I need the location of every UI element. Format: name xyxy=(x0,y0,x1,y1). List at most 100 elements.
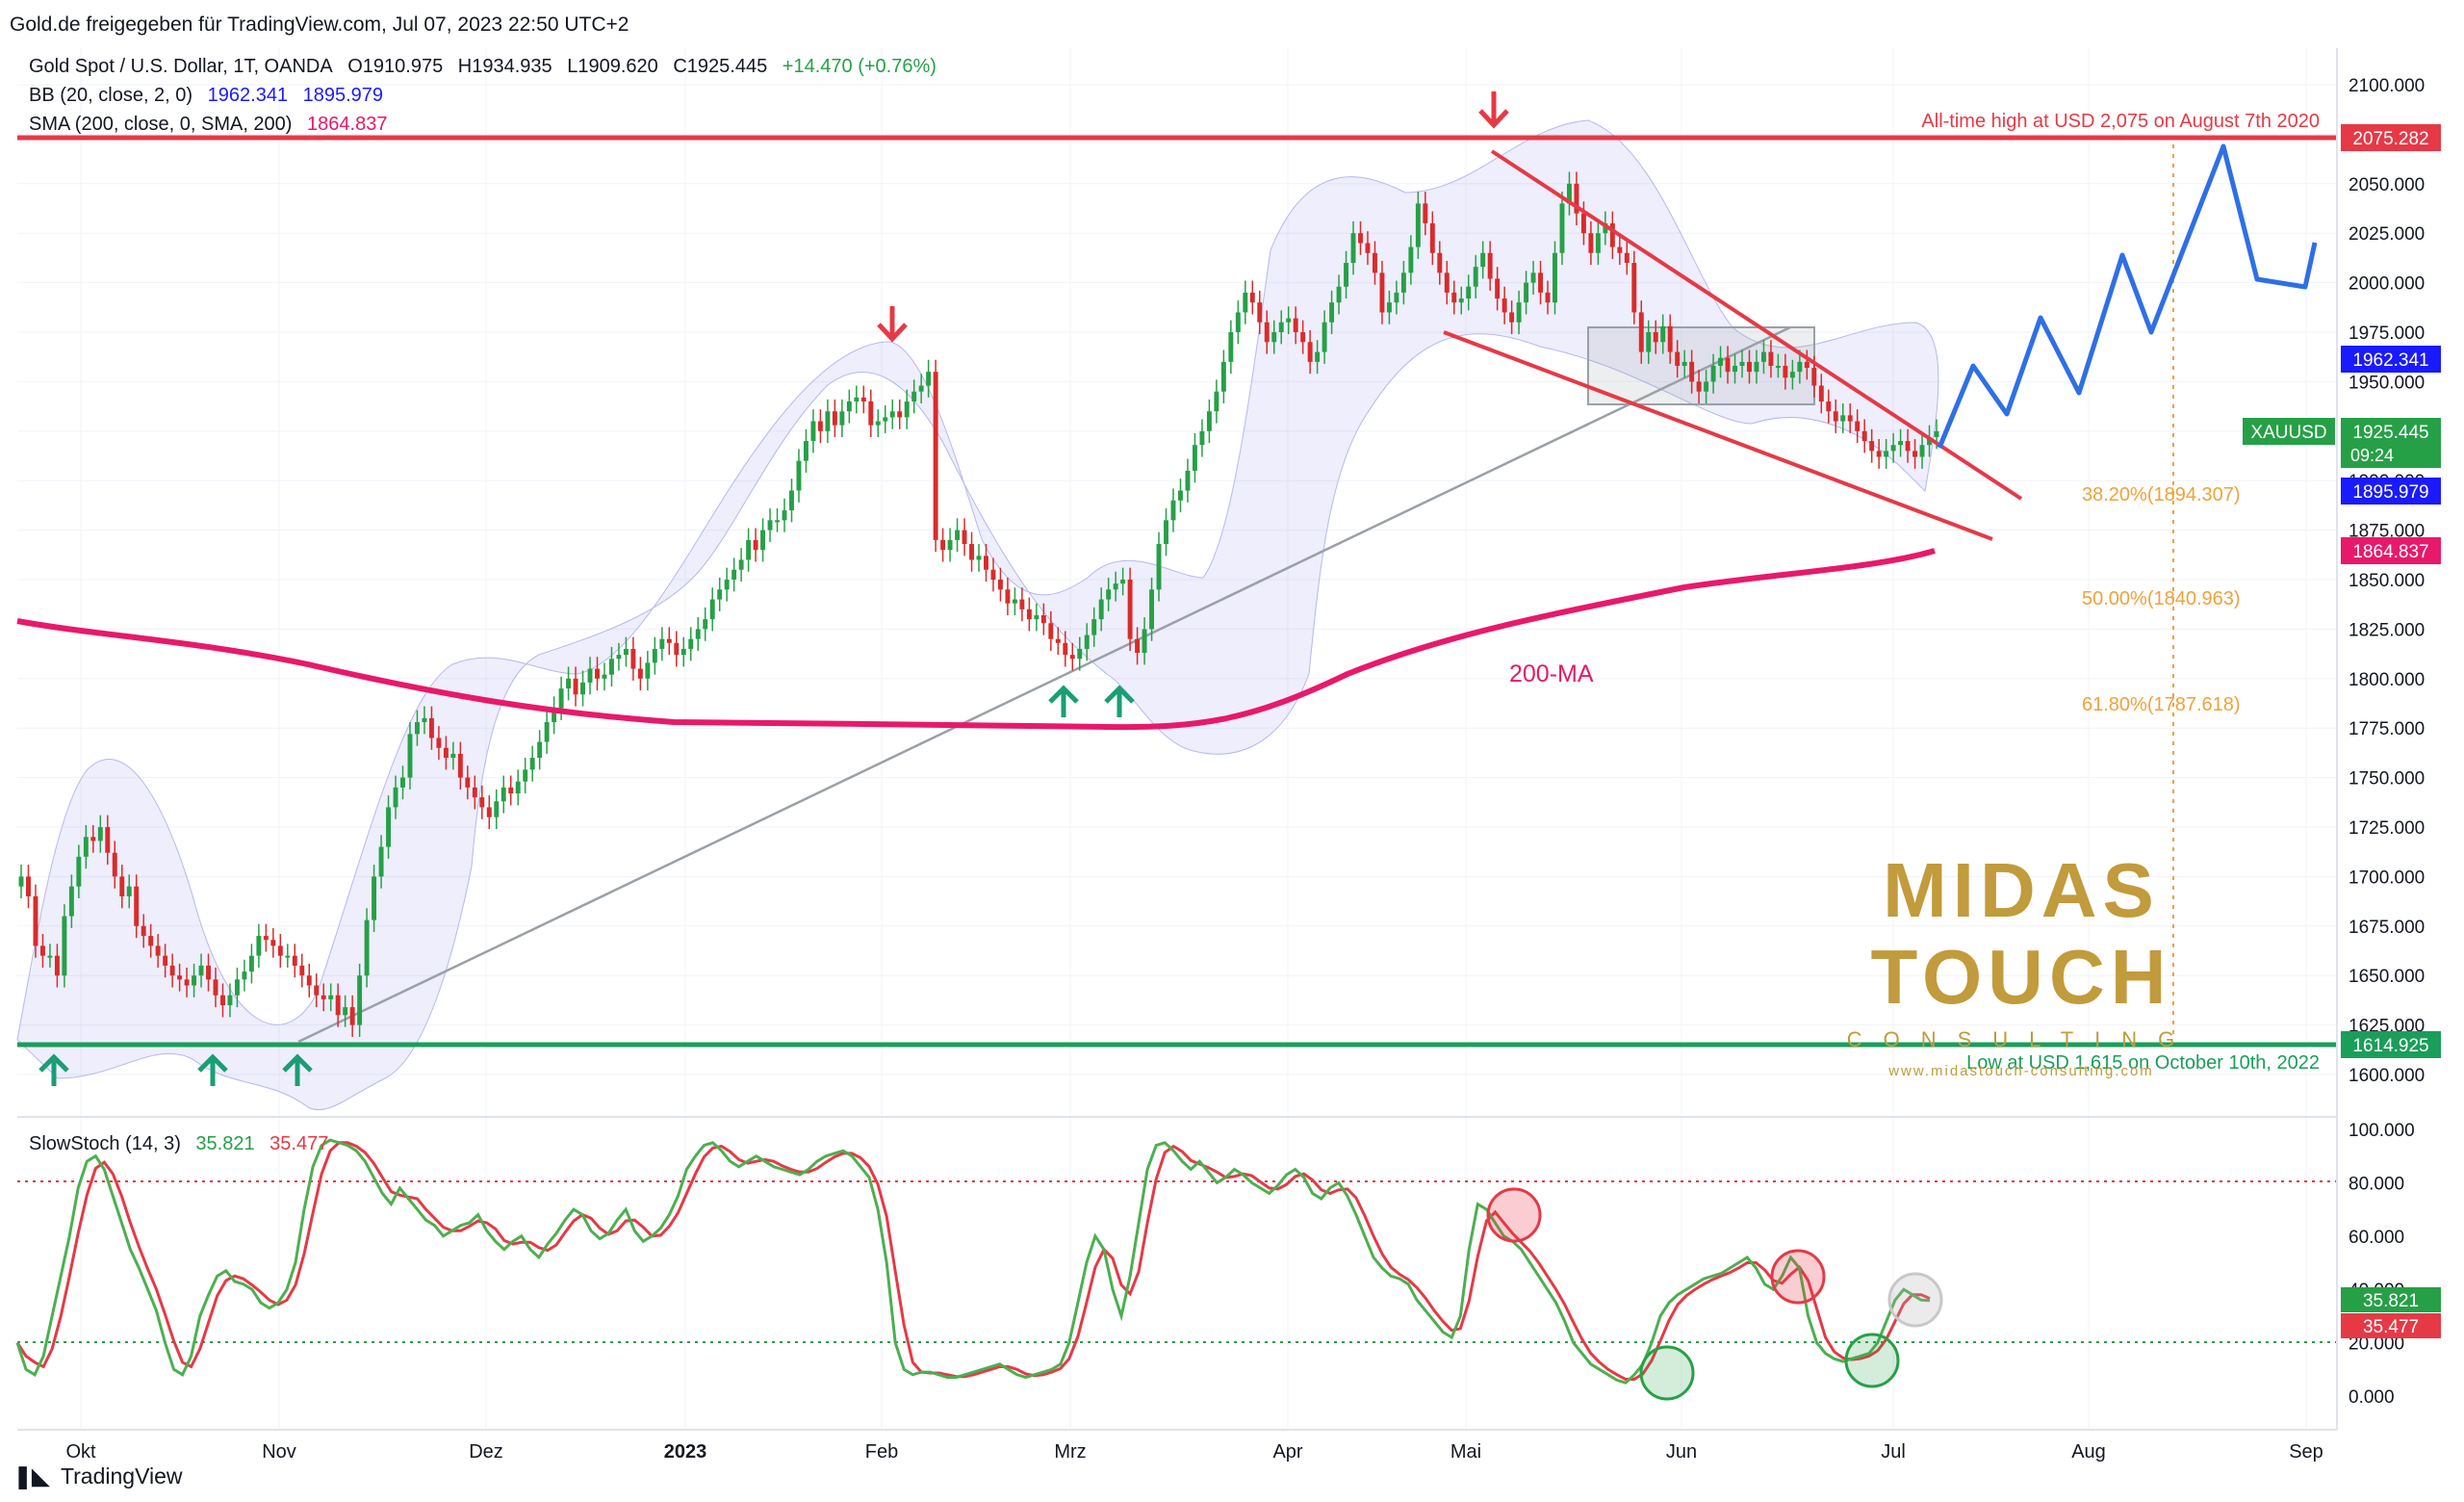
candle[interactable] xyxy=(1220,350,1226,404)
candle[interactable] xyxy=(984,543,988,583)
candle[interactable] xyxy=(1264,310,1270,354)
candle[interactable] xyxy=(1286,306,1292,335)
candle[interactable] xyxy=(393,775,398,819)
candle[interactable] xyxy=(1178,479,1183,513)
candle[interactable] xyxy=(1142,617,1147,665)
candle[interactable] xyxy=(1149,577,1155,641)
candle[interactable] xyxy=(1005,577,1011,616)
candle[interactable] xyxy=(1732,353,1737,384)
candle[interactable] xyxy=(789,479,794,523)
candle[interactable] xyxy=(1026,597,1032,632)
projection-path[interactable] xyxy=(1937,143,2318,449)
candle[interactable] xyxy=(1516,290,1522,335)
candle[interactable] xyxy=(213,967,218,1008)
symbol-legend[interactable]: Gold Spot / U.S. Dollar, 1T, OANDA O1910… xyxy=(29,56,946,78)
candle[interactable] xyxy=(709,587,715,632)
candle[interactable] xyxy=(306,963,312,997)
candle[interactable] xyxy=(832,399,837,437)
candle[interactable] xyxy=(1631,250,1637,324)
candle[interactable] xyxy=(1429,211,1435,266)
candle[interactable] xyxy=(163,944,168,978)
candle[interactable] xyxy=(1365,231,1371,266)
candle[interactable] xyxy=(1408,235,1414,285)
candle[interactable] xyxy=(1423,192,1428,236)
candle[interactable] xyxy=(767,507,773,542)
candle[interactable] xyxy=(119,865,125,909)
candle[interactable] xyxy=(192,963,197,997)
candle[interactable] xyxy=(1847,403,1853,433)
wedge-upper-line[interactable] xyxy=(1490,149,2023,501)
candle[interactable] xyxy=(875,409,881,437)
sma-200-line[interactable] xyxy=(16,548,1936,731)
candle[interactable] xyxy=(1034,603,1040,632)
candle[interactable] xyxy=(248,944,254,984)
candle[interactable] xyxy=(1358,220,1363,255)
candle[interactable] xyxy=(1553,241,1557,315)
candle[interactable] xyxy=(1495,267,1501,311)
candle[interactable] xyxy=(760,518,766,562)
candle[interactable] xyxy=(112,841,117,889)
candle[interactable] xyxy=(105,815,111,866)
candle[interactable] xyxy=(256,923,262,968)
candle[interactable] xyxy=(1400,260,1406,305)
stoch-legend[interactable]: SlowStoch (14, 3) 35.821 35.477 xyxy=(29,1133,338,1155)
candle[interactable] xyxy=(1704,370,1709,404)
candle[interactable] xyxy=(155,934,161,968)
candle[interactable] xyxy=(1502,286,1507,324)
candle[interactable] xyxy=(1559,192,1565,266)
candle[interactable] xyxy=(1480,241,1486,279)
candle[interactable] xyxy=(1257,290,1263,335)
candle[interactable] xyxy=(1580,201,1586,246)
candle[interactable] xyxy=(1444,260,1450,305)
candle[interactable] xyxy=(782,498,787,532)
candle[interactable] xyxy=(1206,399,1212,444)
candle[interactable] xyxy=(1840,403,1846,433)
candle[interactable] xyxy=(386,795,392,859)
candle[interactable] xyxy=(292,944,297,978)
candle[interactable] xyxy=(1243,280,1248,324)
candle[interactable] xyxy=(1235,300,1241,345)
candle[interactable] xyxy=(630,636,636,681)
candle[interactable] xyxy=(1524,271,1529,315)
candle[interactable] xyxy=(825,399,831,444)
candle[interactable] xyxy=(97,815,103,853)
candle[interactable] xyxy=(1617,235,1623,266)
candle[interactable] xyxy=(775,507,780,532)
candle[interactable] xyxy=(666,627,672,656)
candle[interactable] xyxy=(357,963,363,1037)
candle[interactable] xyxy=(1884,439,1889,469)
candle[interactable] xyxy=(1898,428,1904,457)
candle[interactable] xyxy=(1019,587,1025,622)
candle[interactable] xyxy=(1667,314,1673,364)
candle[interactable] xyxy=(1646,320,1652,364)
candle[interactable] xyxy=(1855,409,1861,444)
candle[interactable] xyxy=(68,874,74,928)
candle[interactable] xyxy=(169,953,175,988)
candle[interactable] xyxy=(177,963,183,992)
candle[interactable] xyxy=(523,758,528,794)
candle[interactable] xyxy=(1869,428,1875,463)
candle[interactable] xyxy=(343,995,348,1027)
candle[interactable] xyxy=(472,775,477,810)
candle[interactable] xyxy=(1106,577,1112,611)
candle[interactable] xyxy=(1437,241,1443,285)
candle[interactable] xyxy=(889,399,895,429)
candle[interactable] xyxy=(990,557,996,592)
candle[interactable] xyxy=(602,662,607,691)
candle[interactable] xyxy=(803,428,808,473)
candle[interactable] xyxy=(54,944,60,988)
candle[interactable] xyxy=(1315,340,1321,375)
candle[interactable] xyxy=(321,983,326,1012)
candle[interactable] xyxy=(680,636,686,667)
candle[interactable] xyxy=(1077,636,1083,671)
candle[interactable] xyxy=(400,765,405,800)
candle[interactable] xyxy=(1271,320,1277,354)
candle[interactable] xyxy=(1055,627,1061,656)
candle[interactable] xyxy=(753,528,758,562)
candle[interactable] xyxy=(1040,603,1046,635)
candle[interactable] xyxy=(674,631,680,667)
candle[interactable] xyxy=(1091,607,1097,647)
stoch-k-line[interactable] xyxy=(15,1138,1931,1385)
candle[interactable] xyxy=(83,824,89,869)
